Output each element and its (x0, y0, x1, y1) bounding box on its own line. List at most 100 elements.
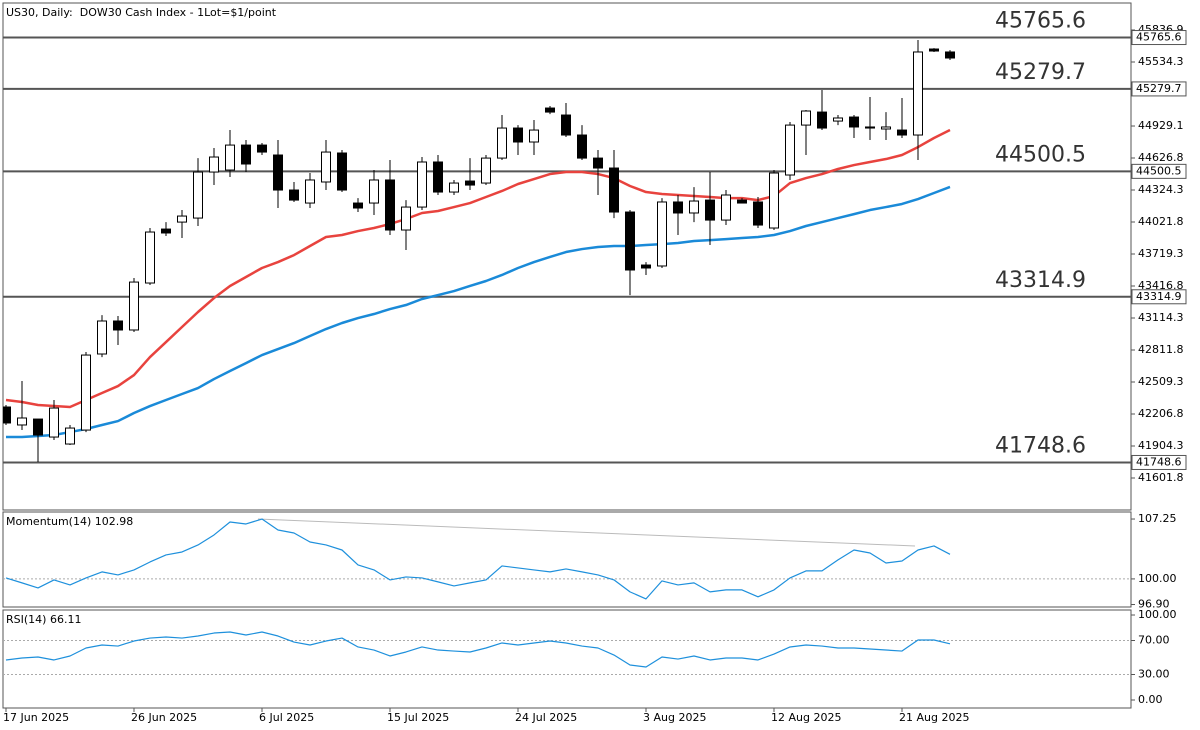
level-label: 45279.7 (995, 60, 1086, 85)
candle-body (337, 152, 347, 191)
panel-title: Momentum(14) 102.98 (6, 515, 133, 528)
candle-body (193, 171, 203, 219)
x-tick-label: 26 Jun 2025 (131, 711, 197, 724)
candle-body (673, 201, 683, 214)
candle-body (641, 264, 651, 269)
candle-body (289, 189, 299, 201)
candle-body (209, 156, 219, 173)
candle-body (465, 180, 475, 186)
candle-body (321, 151, 331, 183)
candle-body (17, 417, 27, 426)
candle-body (929, 48, 939, 52)
y-tick-label: 42811.8 (1138, 343, 1184, 356)
candle-body (113, 320, 123, 331)
y-tick-label: 100.00 (1138, 572, 1177, 585)
y-tick-label: 44021.8 (1138, 215, 1184, 228)
level-box-label: 41748.6 (1136, 455, 1182, 468)
candle-body (97, 320, 107, 355)
moving-average (6, 185, 951, 439)
candle-body (385, 179, 395, 231)
candle-body (513, 127, 523, 143)
indicator-line (5, 518, 951, 600)
level-box-label: 44500.5 (1136, 164, 1182, 177)
momentum-panel (2, 511, 1132, 608)
candle-body (369, 179, 379, 204)
x-tick-label: 17 Jun 2025 (3, 711, 69, 724)
candle-body (161, 228, 171, 234)
level-label: 45765.6 (995, 9, 1086, 34)
y-tick-label: 96.90 (1138, 598, 1170, 611)
panel-title: RSI(14) 66.11 (6, 613, 81, 626)
candle-body (561, 114, 571, 136)
candle-body (65, 427, 75, 445)
level-box-label: 45279.7 (1136, 82, 1182, 95)
candle-body (241, 144, 251, 165)
candle-body (657, 201, 667, 267)
level-box (1131, 30, 1187, 46)
y-tick-label: 41904.3 (1138, 439, 1184, 452)
candle-body (257, 144, 267, 153)
candle-body (81, 354, 91, 431)
candle-body (273, 154, 283, 191)
x-tick-label: 12 Aug 2025 (771, 711, 841, 724)
level-box-label: 45765.6 (1136, 31, 1182, 44)
level-label: 41748.6 (995, 433, 1086, 458)
candle-body (721, 194, 731, 221)
candle-body (225, 144, 235, 171)
indicator-line (5, 631, 951, 668)
candle-body (33, 418, 43, 436)
level-box (1131, 289, 1187, 305)
candle-body (849, 116, 859, 128)
candle-body (897, 129, 907, 136)
level-box (1131, 454, 1187, 470)
level-label: 44500.5 (995, 142, 1086, 167)
x-tick-label: 15 Jul 2025 (387, 711, 449, 724)
candle-body (753, 201, 763, 226)
rsi-panel (2, 609, 1132, 709)
candle-body (817, 111, 827, 129)
candle-body (529, 129, 539, 143)
candle-body (3, 406, 11, 424)
candle-body (609, 167, 619, 213)
candle-body (833, 117, 843, 122)
candle-body (705, 199, 715, 221)
candle-body (449, 182, 459, 193)
axes: US30, Daily: DOW30 Cash Index - 1Lot=$1/… (3, 6, 1187, 724)
candle-body (129, 281, 139, 331)
candle-body (305, 179, 315, 204)
candle-body (433, 161, 443, 193)
y-tick-label: 43416.8 (1138, 279, 1184, 292)
trendline (257, 518, 916, 547)
candle-body (177, 215, 187, 223)
candle-body (145, 231, 155, 284)
y-tick-label: 44626.8 (1138, 151, 1184, 164)
x-tick-label: 21 Aug 2025 (899, 711, 969, 724)
candle-body (353, 202, 363, 209)
y-tick-label: 44324.3 (1138, 183, 1184, 196)
y-tick-label: 43114.3 (1138, 311, 1184, 324)
candle-body (49, 407, 59, 438)
y-tick-label: 42206.8 (1138, 407, 1184, 420)
candle-body (769, 172, 779, 229)
candle-body (881, 126, 891, 130)
y-tick-label: 0.00 (1138, 693, 1163, 706)
rsi-plot (3, 631, 1131, 676)
candle-body (945, 51, 955, 59)
y-tick-label: 100.00 (1138, 608, 1177, 621)
candle-body (497, 127, 507, 159)
momentum-plot (3, 518, 1131, 600)
candle-body (593, 157, 603, 169)
y-tick-label: 30.00 (1138, 668, 1170, 681)
candle-body (625, 211, 635, 271)
candle-body (689, 200, 699, 214)
y-tick-label: 70.00 (1138, 634, 1170, 647)
candle-body (577, 134, 587, 159)
candle-body (401, 206, 411, 231)
candle-body (785, 124, 795, 176)
y-tick-label: 42509.3 (1138, 375, 1184, 388)
candle-body (737, 199, 747, 204)
x-tick-label: 3 Aug 2025 (643, 711, 706, 724)
y-tick-label: 43719.3 (1138, 247, 1184, 260)
level-label: 43314.9 (995, 268, 1086, 293)
